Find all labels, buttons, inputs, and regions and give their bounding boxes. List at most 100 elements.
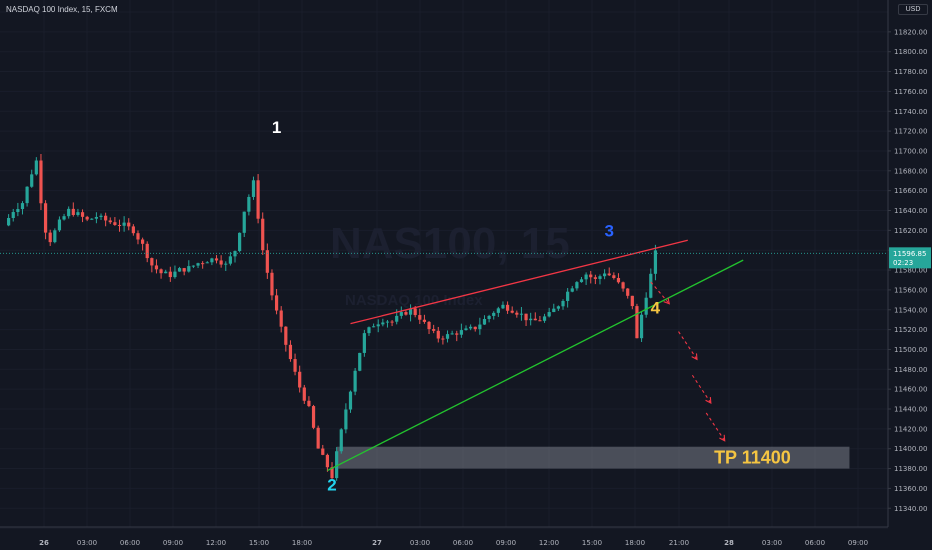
wedge-upper-line xyxy=(350,239,688,325)
candle-body xyxy=(80,212,85,217)
candle-body xyxy=(182,268,186,272)
candle-body xyxy=(603,273,607,277)
candle-body xyxy=(612,275,616,279)
wave-label-2: 2 xyxy=(327,475,336,494)
candle-body xyxy=(191,265,196,267)
candle-body xyxy=(436,330,440,339)
candle-body xyxy=(16,209,20,213)
candle-body xyxy=(566,291,570,301)
candle-body xyxy=(136,233,140,240)
candle-body xyxy=(427,321,431,330)
candle-body xyxy=(43,203,48,233)
candle-body xyxy=(108,220,112,223)
time-tick-label: 03:00 xyxy=(410,539,430,547)
candle-body xyxy=(487,315,491,319)
candle-body xyxy=(316,427,320,449)
projection-arrow-head xyxy=(705,397,712,405)
candle-body xyxy=(644,297,648,315)
time-tick-label: 27 xyxy=(372,539,382,547)
price-tick-label: 11360.00 xyxy=(894,485,927,493)
candle-body xyxy=(367,327,371,334)
candle-body xyxy=(71,208,75,215)
candle-body xyxy=(39,160,43,204)
candle-body xyxy=(376,324,380,327)
candle-body xyxy=(154,265,159,270)
candle-body xyxy=(85,216,89,220)
price-tick-label: 11740.00 xyxy=(894,108,927,116)
price-tick-label: 11820.00 xyxy=(894,28,927,36)
candle-body xyxy=(482,318,487,325)
candle-body xyxy=(362,333,366,353)
candle-body xyxy=(214,258,219,261)
candle-body xyxy=(302,387,306,401)
candle-body xyxy=(284,326,288,345)
candle-body xyxy=(390,321,394,323)
candle-body xyxy=(48,232,52,243)
candle-body xyxy=(404,312,408,315)
candle-body xyxy=(505,304,510,311)
candle-body xyxy=(311,406,316,428)
candle-body xyxy=(381,322,385,325)
candle-body xyxy=(515,312,519,315)
candle-body xyxy=(339,429,343,452)
annotations: TP 11400 xyxy=(714,448,791,468)
time-tick-label: 15:00 xyxy=(249,539,269,547)
candle-body xyxy=(626,288,630,296)
time-tick-label: 28 xyxy=(724,539,734,547)
candle-body xyxy=(256,180,260,219)
price-tick-label: 11560.00 xyxy=(894,286,927,294)
candle-body xyxy=(353,370,357,392)
candle-body xyxy=(177,268,182,272)
candle-body xyxy=(422,319,427,322)
candle-body xyxy=(344,409,348,430)
price-tick-label: 11760.00 xyxy=(894,88,927,96)
candle-body xyxy=(62,216,66,220)
projection-arrow-line xyxy=(705,412,726,442)
currency-label[interactable]: USD xyxy=(898,4,928,15)
candle-body xyxy=(94,216,98,219)
projection-arrow-line xyxy=(650,281,670,305)
candle-body xyxy=(561,300,565,307)
candle-body xyxy=(348,391,353,410)
time-tick-label: 12:00 xyxy=(539,539,559,547)
candle-body xyxy=(510,310,514,313)
time-tick-label: 03:00 xyxy=(762,539,782,547)
symbol-title[interactable]: NASDAQ 100 Index, 15, FXCM xyxy=(6,5,118,14)
time-tick-label: 09:00 xyxy=(163,539,183,547)
price-axis[interactable]: 11340.00 11360.00 11380.00 11400.00 11420.00… xyxy=(887,0,932,550)
candle-body xyxy=(524,313,528,321)
candle-body xyxy=(173,271,177,278)
price-tick-label: 11640.00 xyxy=(894,207,927,215)
time-tick-label: 06:00 xyxy=(805,539,825,547)
candle-body xyxy=(30,174,34,187)
candle-body xyxy=(76,212,80,215)
time-axis[interactable]: 26 03:00 06:00 09:00 12:00 15:00 18:00 27 03:00 0… xyxy=(0,526,888,547)
candle-body xyxy=(432,329,436,331)
price-tick-label: 11720.00 xyxy=(894,128,927,136)
price-tick-label: 11800.00 xyxy=(894,48,927,56)
candle-body xyxy=(575,282,579,289)
candle-body xyxy=(413,308,417,316)
candle-body xyxy=(372,326,376,328)
current-price-box xyxy=(889,247,931,269)
candle-body xyxy=(145,243,149,259)
candle-body xyxy=(469,326,473,329)
time-tick-label: 06:00 xyxy=(453,539,473,547)
price-tick-label: 11500.00 xyxy=(894,346,927,354)
time-tick-label: 06:00 xyxy=(120,539,140,547)
candle-body xyxy=(529,318,533,321)
time-tick-label: 18:00 xyxy=(625,539,645,547)
candle-body xyxy=(459,330,463,335)
candle-body xyxy=(473,326,477,330)
candle-body xyxy=(538,320,542,322)
candle-body xyxy=(141,239,145,244)
price-tick-label: 11380.00 xyxy=(894,465,927,473)
candle-body xyxy=(159,269,163,274)
grid xyxy=(0,0,888,528)
tp-zone xyxy=(336,446,850,469)
candle-body xyxy=(201,263,205,265)
candle-body xyxy=(25,186,29,204)
time-tick-label: 18:00 xyxy=(292,539,312,547)
